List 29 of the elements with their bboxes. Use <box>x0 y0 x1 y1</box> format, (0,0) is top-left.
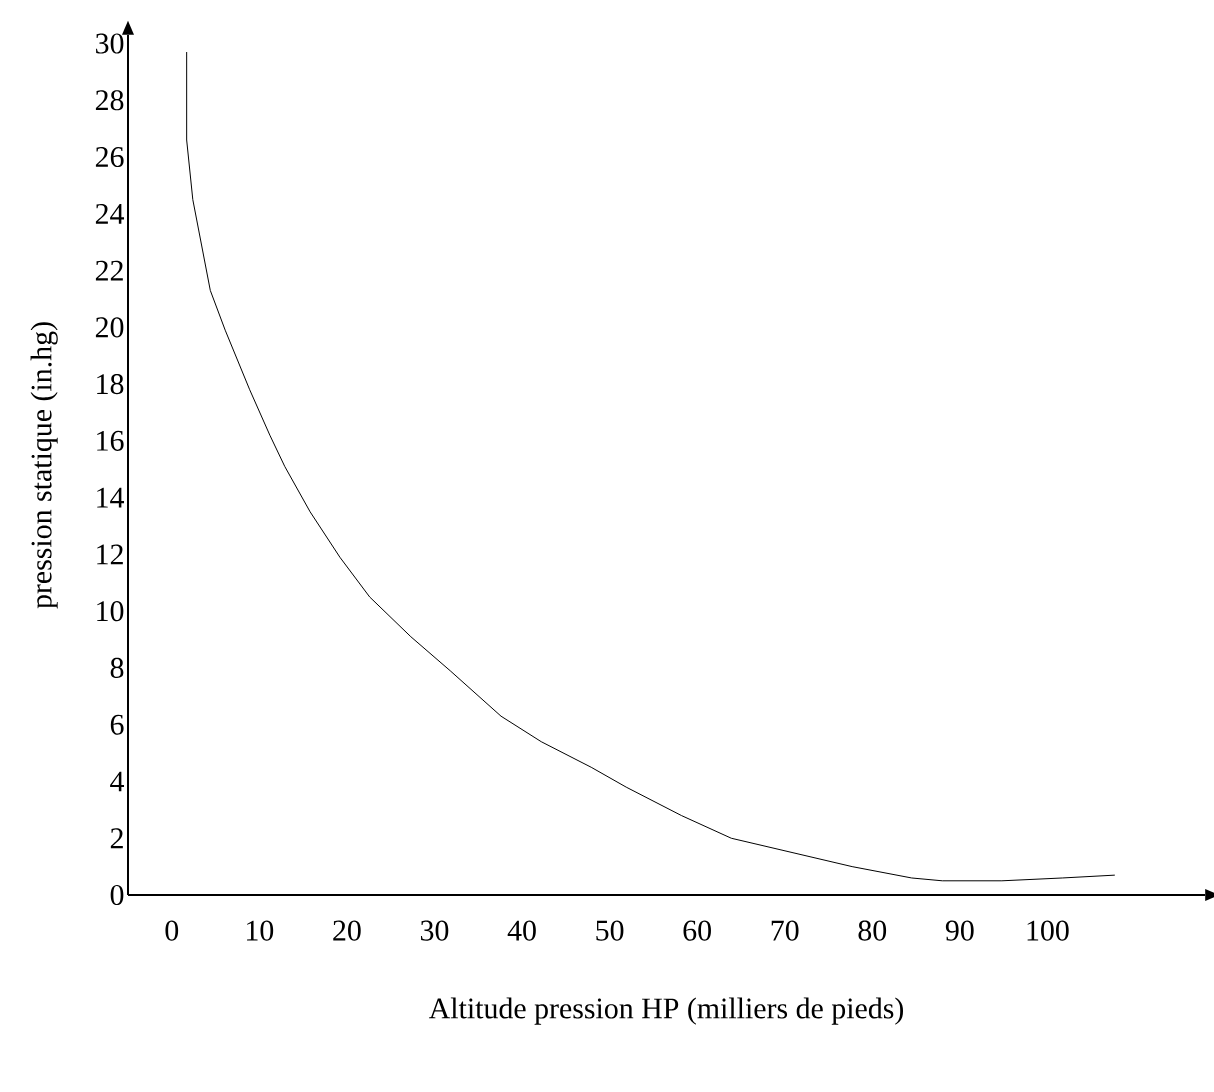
y-tick-label: 22 <box>95 260 123 281</box>
y-tick-label: 16 <box>97 430 124 451</box>
x-tick-label: 10 <box>247 920 274 941</box>
y-tick-label: 6 <box>110 714 124 735</box>
y-tick-label: 2 <box>110 828 123 849</box>
y-tick-label: 18 <box>97 374 124 395</box>
x-tick-label: 30 <box>420 920 449 941</box>
y-tick-label: 28 <box>95 90 124 111</box>
y-tick-label: 20 <box>95 317 124 338</box>
y-tick-label: 10 <box>97 601 124 622</box>
x-tick-label: 20 <box>333 920 361 941</box>
y-tick-label: 12 <box>97 544 123 565</box>
x-tick-label: 90 <box>945 920 974 941</box>
y-tick-label: 26 <box>95 146 124 168</box>
x-tick-label: 60 <box>683 920 711 941</box>
x-tick-label: 0 <box>165 920 179 941</box>
y-tick-label: 4 <box>110 771 125 792</box>
x-tick-label: 50 <box>596 920 624 941</box>
y-tick-label: 0 <box>110 884 124 906</box>
x-tick-label: 70 <box>771 920 799 941</box>
y-tick-label: 24 <box>95 203 125 224</box>
x-tick-label: 80 <box>858 920 887 941</box>
y-tick-label: 8 <box>110 657 124 679</box>
y-tick-label: 14 <box>97 487 125 508</box>
y-axis-title: pression statique (in.hg) <box>30 322 58 609</box>
x-tick-label: 100 <box>1027 920 1069 941</box>
y-tick-label: 30 <box>96 33 124 54</box>
x-tick-label: 40 <box>507 920 536 941</box>
x-axis-title: Altitude pression HP (milliers de pieds) <box>428 997 904 1025</box>
